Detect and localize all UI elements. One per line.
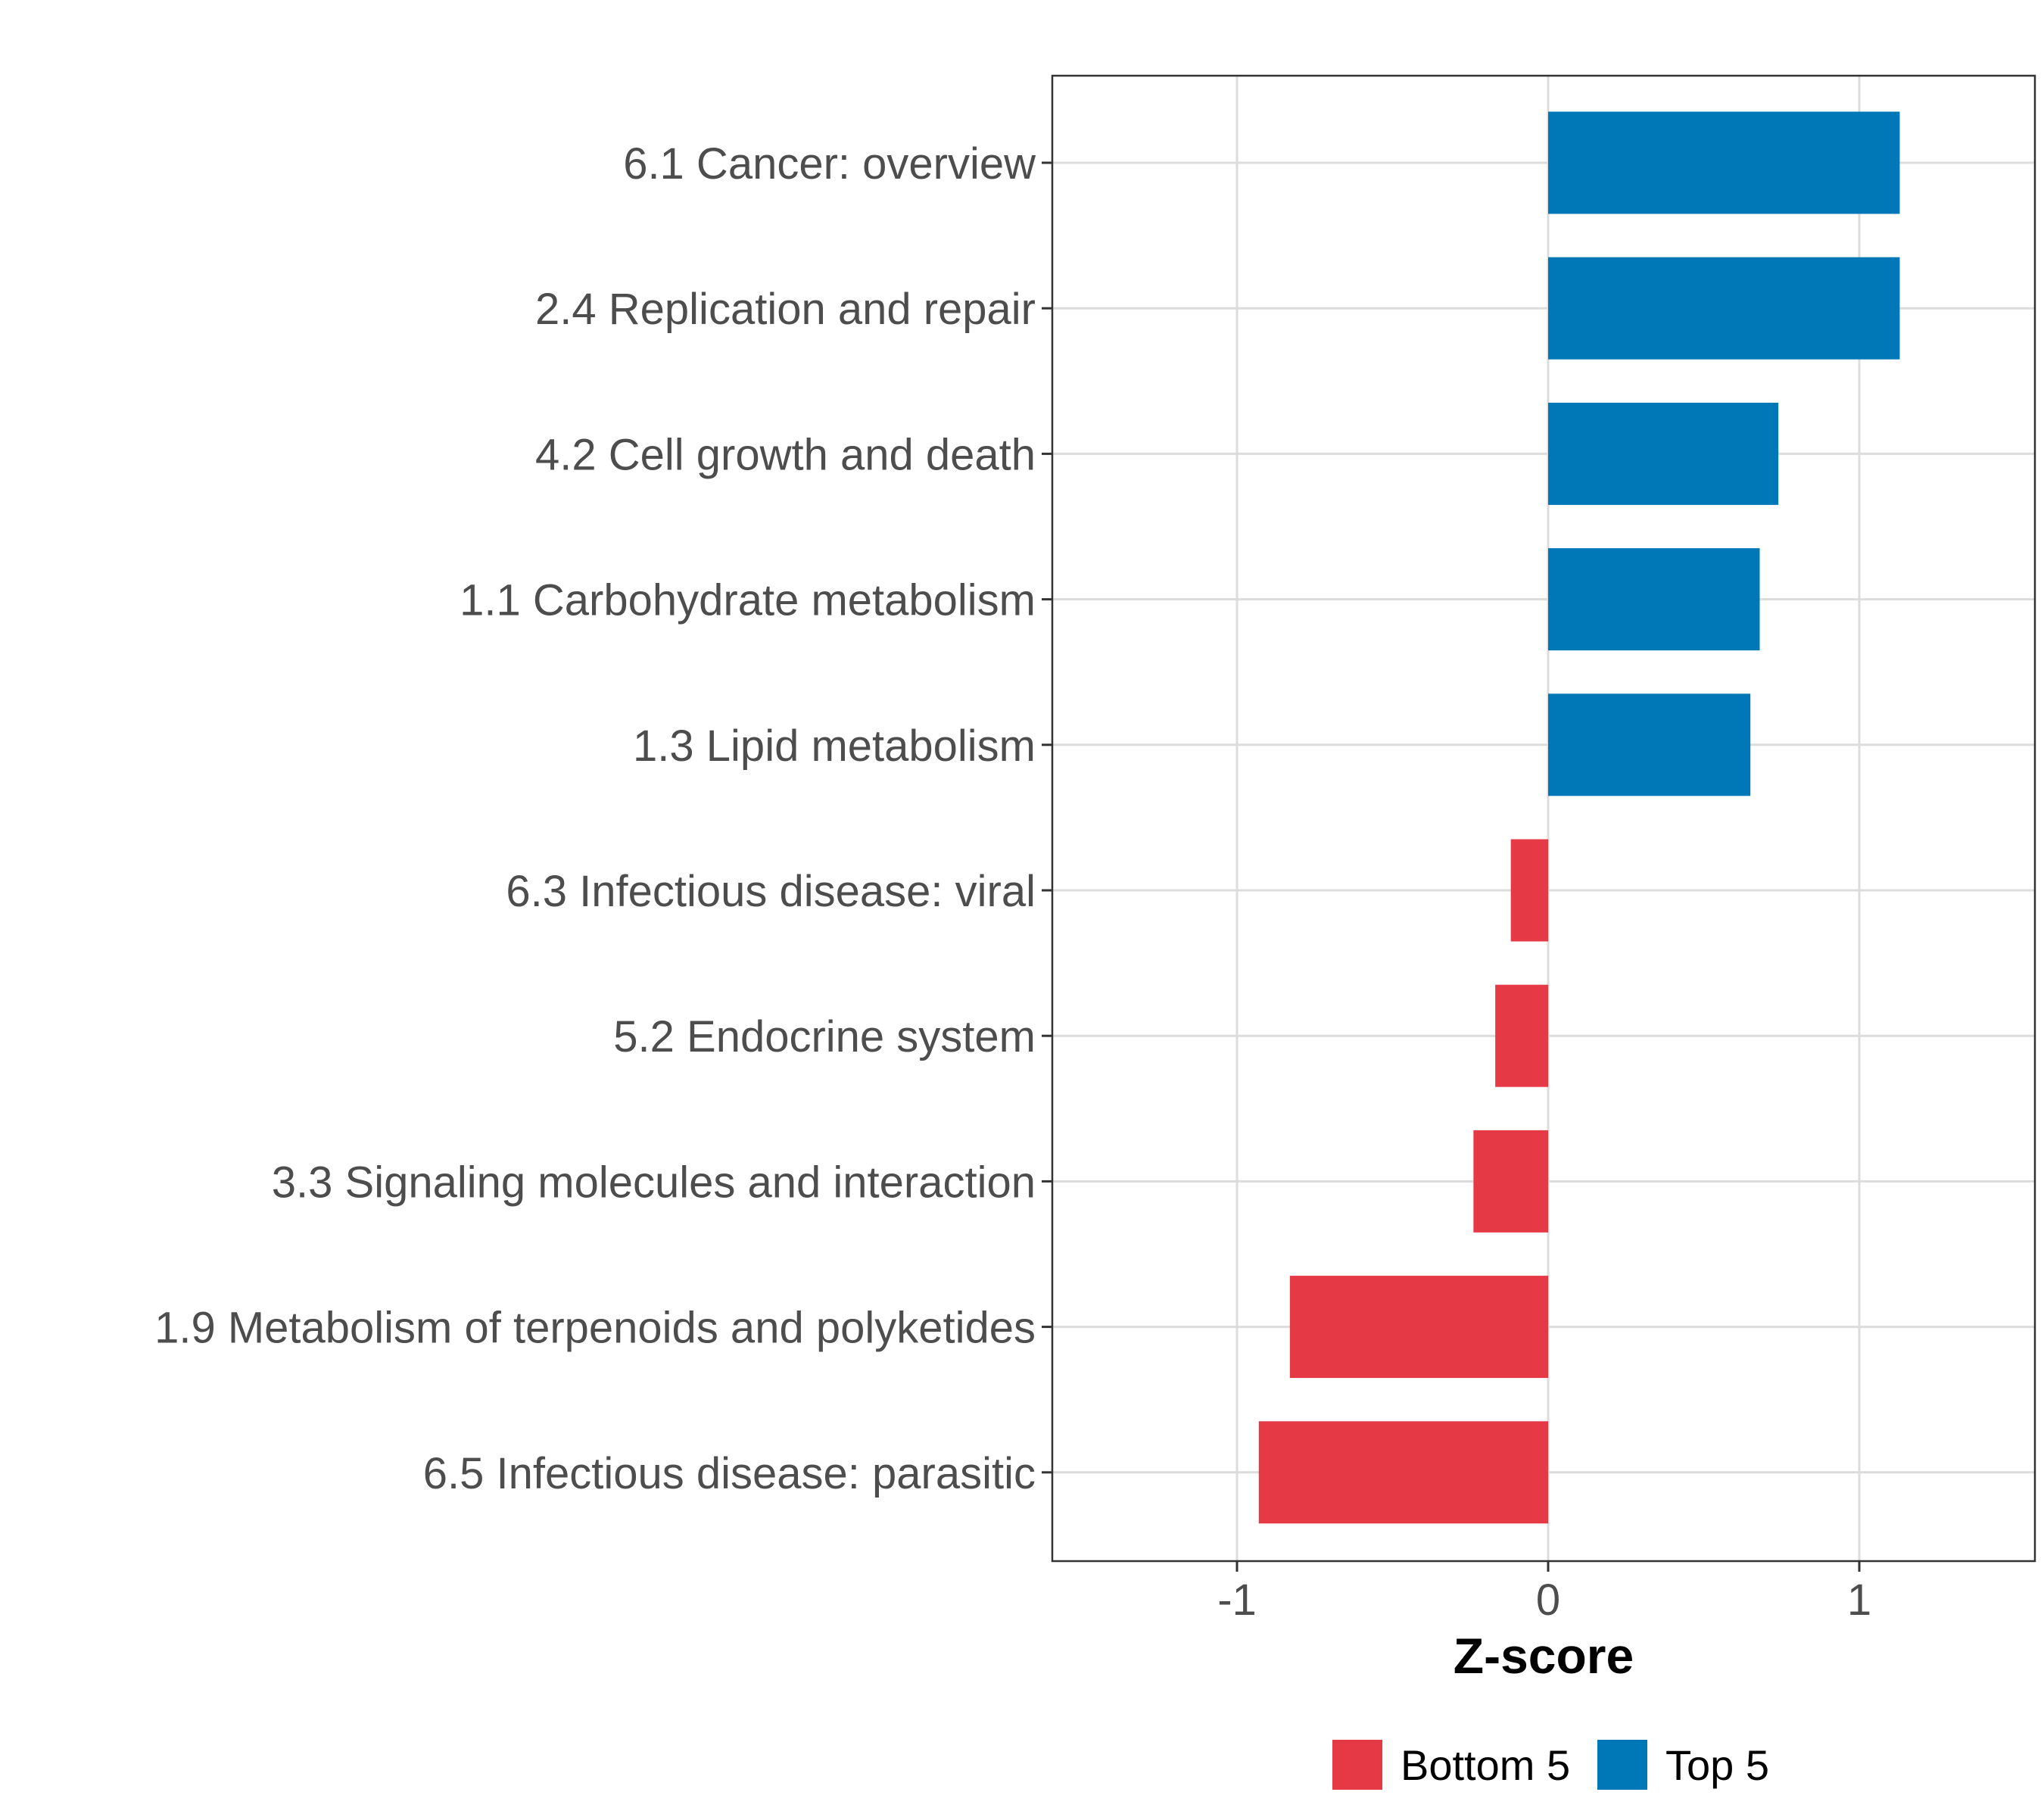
y-tick-label-4: 1.3 Lipid metabolism	[633, 722, 1036, 771]
y-tick-label-8: 1.9 Metabolism of terpenoids and polyket…	[154, 1304, 1036, 1353]
bar-8	[1289, 1276, 1548, 1379]
x-axis-ticks	[1235, 1561, 1861, 1572]
legend-swatch-1	[1597, 1740, 1647, 1790]
x-axis-title: Z-score	[1454, 1628, 1634, 1684]
bar-5	[1510, 839, 1548, 942]
bar-3	[1548, 548, 1760, 651]
x-tick-label-1: 0	[1536, 1575, 1560, 1625]
y-tick-label-5: 6.3 Infectious disease: viral	[506, 867, 1036, 916]
y-tick-label-3: 1.1 Carbohydrate metabolism	[460, 576, 1036, 625]
y-tick-label-2: 4.2 Cell growth and death	[535, 430, 1036, 479]
y-tick-label-6: 5.2 Endocrine system	[613, 1012, 1036, 1061]
bar-1	[1548, 257, 1900, 360]
y-tick-label-0: 6.1 Cancer: overview	[623, 139, 1036, 189]
y-axis-tick-labels: 6.1 Cancer: overview 2.4 Replication and …	[154, 139, 1036, 1498]
bar-6	[1495, 984, 1548, 1087]
legend-label-1: Top 5	[1665, 1741, 1769, 1789]
x-tick-label-0: -1	[1217, 1575, 1257, 1625]
bar-2	[1548, 402, 1779, 505]
plot-panel-border	[1051, 74, 2036, 1563]
y-tick-label-9: 6.5 Infectious disease: parasitic	[423, 1449, 1036, 1498]
x-axis-tick-labels: -1 0 1	[1217, 1575, 1871, 1625]
bar-4	[1548, 693, 1751, 796]
legend-swatch-0	[1332, 1740, 1382, 1790]
y-axis-ticks	[1042, 161, 1052, 1474]
bar-7	[1473, 1130, 1548, 1233]
legend-label-0: Bottom 5	[1401, 1741, 1570, 1789]
y-tick-label-7: 3.3 Signaling molecules and interaction	[272, 1158, 1036, 1207]
bar-9	[1258, 1421, 1548, 1524]
bar-0	[1548, 111, 1900, 214]
legend: Bottom 5 Top 5	[1332, 1740, 1769, 1790]
bars	[1258, 111, 1900, 1524]
x-tick-label-2: 1	[1847, 1575, 1871, 1625]
y-tick-label-1: 2.4 Replication and repair	[535, 285, 1036, 334]
